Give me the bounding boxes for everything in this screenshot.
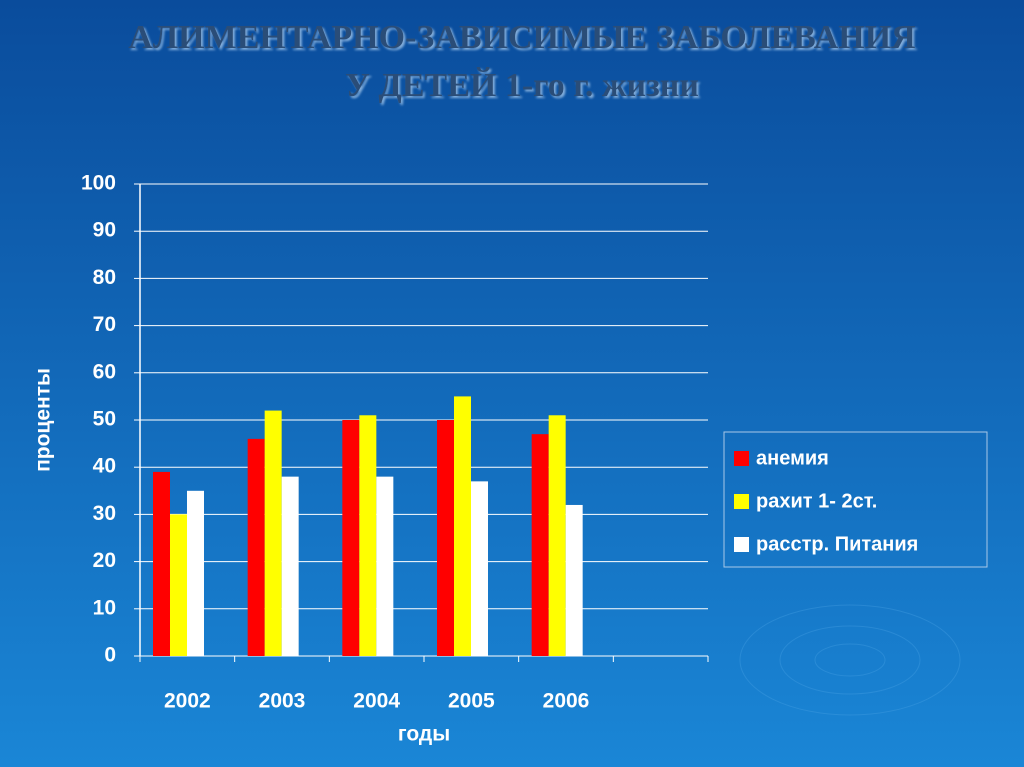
bar [342,420,360,656]
y-tick-label: 30 [93,502,116,525]
legend-box [723,431,988,568]
bar [170,514,187,656]
legend-swatch [734,494,749,509]
bar [247,438,265,656]
bar [359,415,377,656]
x-tick-label: 2003 [259,690,306,713]
bar [454,396,471,656]
bar [281,476,299,656]
y-tick-label: 80 [93,266,116,289]
x-tick-label: 2005 [448,690,495,713]
bar [531,434,549,656]
legend-label: рахит 1- 2ст. [756,490,877,512]
legend-swatch [734,451,749,466]
legend-swatch [734,537,749,552]
x-tick-label: 2006 [543,690,590,713]
y-tick-label: 70 [93,313,116,336]
bar [153,471,170,656]
y-tick-label: 50 [93,408,116,431]
legend-label: анемия [756,447,829,469]
y-tick-label: 100 [81,172,116,195]
legend-label: расстр. Питания [756,533,918,555]
y-tick-label: 10 [93,596,116,619]
bar [376,476,394,656]
y-tick-label: 40 [93,455,116,478]
y-axis-label: проценты [32,368,55,472]
bar [264,410,282,656]
ripples [739,604,961,716]
x-axis-label: годы [398,723,450,746]
x-tick-label: 2004 [353,690,400,713]
x-tick-label: 2002 [164,690,211,713]
bar [471,481,488,656]
chart-title: У ДЕТЕЙ 1-го г. жизни [345,67,699,104]
y-tick-label: 90 [93,219,116,242]
y-tick-label: 20 [93,549,116,572]
bar [548,415,566,656]
bar [565,504,583,656]
y-tick-label: 0 [104,644,116,667]
chart-title: АЛИМЕНТАРНО-ЗАВИСИМЫЕ ЗАБОЛЕВАНИЯ [128,19,915,56]
y-tick-label: 60 [93,360,116,383]
bar [437,420,454,656]
bar [187,490,204,656]
